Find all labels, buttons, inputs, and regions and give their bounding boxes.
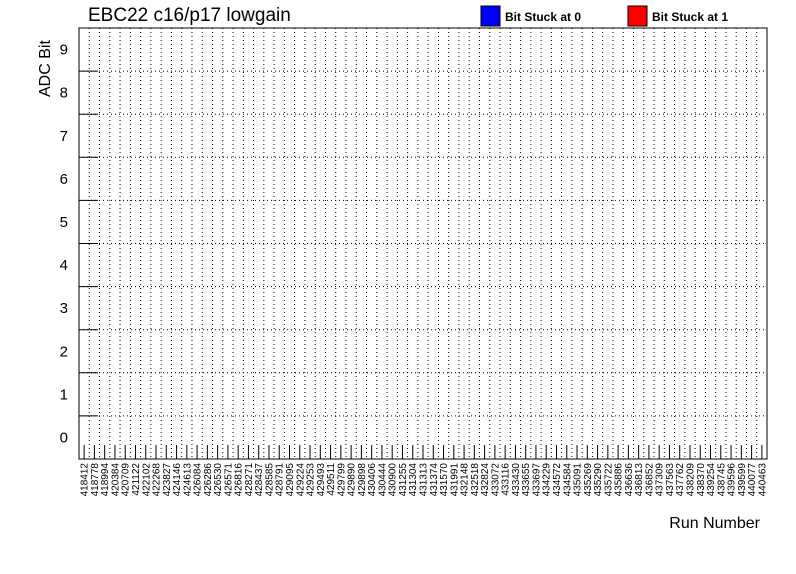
x-tick-label: 433697 <box>531 463 542 497</box>
x-tick-label: 432824 <box>480 463 491 497</box>
x-tick-label: 436813 <box>634 463 645 497</box>
x-tick-label: 420709 <box>121 463 132 497</box>
legend-swatch-stuck-1 <box>627 5 648 27</box>
x-tick-label: 431570 <box>439 463 450 497</box>
y-tick-label: 4 <box>60 257 68 274</box>
x-tick-label: 440463 <box>757 463 768 497</box>
y-tick-label: 8 <box>60 85 68 102</box>
x-tick-label: 431374 <box>429 463 440 497</box>
x-tick-label: 429095 <box>285 463 296 497</box>
x-tick-label: 422268 <box>152 463 163 497</box>
x-tick-label: 424146 <box>172 463 183 497</box>
x-tick-label: 422102 <box>141 463 152 497</box>
x-tick-label: 440077 <box>747 463 758 497</box>
y-axis: 0 1 2 3 4 5 6 7 8 9 <box>60 42 98 446</box>
x-tick-label: 429511 <box>326 463 337 496</box>
x-tick-label: 436636 <box>624 463 635 497</box>
x-tick-label: 434584 <box>562 463 573 497</box>
x-tick-label: 420384 <box>110 463 121 497</box>
y-tick-label: 0 <box>60 429 68 446</box>
x-tick-label: 438209 <box>685 463 696 497</box>
y-tick-label: 5 <box>60 214 68 231</box>
x-tick-label: 436852 <box>644 463 655 497</box>
x-tick-label: 435290 <box>593 463 604 497</box>
x-tick-label: 429493 <box>316 463 327 497</box>
x-tick-label: 430406 <box>367 463 378 497</box>
x-tick-label: 431304 <box>408 463 419 497</box>
x-tick-label: 437563 <box>665 463 676 497</box>
x-tick-label: 430900 <box>388 463 399 497</box>
x-tick-label: 426286 <box>203 463 214 497</box>
x-tick-label: 433430 <box>511 463 522 497</box>
x-tick-label: 426816 <box>234 463 245 497</box>
x-tick-label: 428791 <box>275 463 286 497</box>
grid <box>79 28 767 459</box>
x-tick-label: 432148 <box>460 463 471 497</box>
x-tick-label: 426084 <box>193 463 204 497</box>
x-tick-label: 429253 <box>306 463 317 497</box>
x-tick-label: 437309 <box>655 463 666 497</box>
y-tick-label: 3 <box>60 300 68 317</box>
plot-frame <box>78 27 768 460</box>
x-tick-label: 435886 <box>614 463 625 497</box>
x-tick-label: 435091 <box>573 463 584 497</box>
x-tick-label: 434229 <box>542 463 553 497</box>
x-tick-label: 435269 <box>583 463 594 497</box>
x-tick-label: 439596 <box>727 463 738 497</box>
legend-swatch-stuck-0 <box>480 5 501 27</box>
legend-label-stuck-0: Bit Stuck at 0 <box>505 10 581 24</box>
x-tick-label: 428585 <box>264 463 275 497</box>
x-tick-label: 432518 <box>470 463 481 497</box>
x-tick-label: 429898 <box>357 463 368 497</box>
x-tick-label: 428437 <box>254 463 265 497</box>
x-axis: 418412 418778 418994 420384 420709 421122 4221… <box>80 445 768 497</box>
chart-title: EBC22 c16/p17 lowgain <box>88 5 291 26</box>
x-tick-label: 418412 <box>80 463 91 497</box>
x-tick-label: 434572 <box>552 463 563 497</box>
y-axis-title: ADC Bit <box>37 40 54 97</box>
x-tick-label: 428271 <box>244 463 255 497</box>
y-tick-label: 2 <box>60 343 68 360</box>
x-tick-label: 429224 <box>295 463 306 497</box>
x-tick-label: 426571 <box>223 463 234 497</box>
x-tick-label: 433655 <box>521 463 532 497</box>
x-tick-label: 418778 <box>90 463 101 497</box>
x-tick-label: 426530 <box>213 463 224 497</box>
x-tick-label: 433116 <box>501 463 512 496</box>
x-axis-title: Run Number <box>669 515 760 532</box>
x-tick-label: 429890 <box>347 463 358 497</box>
x-tick-label: 421122 <box>131 463 142 496</box>
x-tick-label: 437762 <box>675 463 686 497</box>
x-tick-label: 438370 <box>696 463 707 497</box>
y-tick-label: 7 <box>60 128 68 145</box>
x-tick-label: 431255 <box>398 463 409 497</box>
legend-label-stuck-1: Bit Stuck at 1 <box>652 10 728 24</box>
x-tick-label: 431991 <box>449 463 460 497</box>
x-tick-label: 438745 <box>716 463 727 497</box>
x-tick-label: 439599 <box>737 463 748 497</box>
x-tick-label: 435722 <box>603 463 614 497</box>
x-tick-label: 418994 <box>100 463 111 497</box>
y-tick-label: 9 <box>60 42 68 59</box>
x-tick-label: 423827 <box>162 463 173 497</box>
legend: Bit Stuck at 0 Bit Stuck at 1 <box>480 5 728 27</box>
x-tick-label: 430444 <box>377 463 388 497</box>
x-tick-label: 431313 <box>419 463 430 497</box>
x-tick-label: 424613 <box>182 463 193 497</box>
x-tick-label: 433072 <box>490 463 501 497</box>
x-tick-label: 429799 <box>336 463 347 497</box>
y-tick-label: 6 <box>60 171 68 188</box>
y-tick-label: 1 <box>60 386 68 403</box>
x-tick-label: 439254 <box>706 463 717 497</box>
